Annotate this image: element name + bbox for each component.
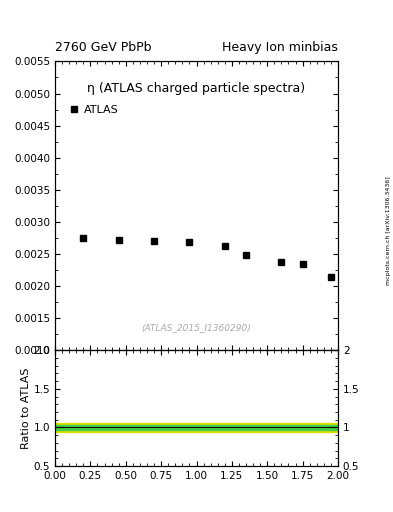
Text: mcplots.cern.ch [arXiv:1306.3436]: mcplots.cern.ch [arXiv:1306.3436] [386,176,391,285]
Y-axis label: Ratio to ATLAS: Ratio to ATLAS [21,368,31,449]
Text: η (ATLAS charged particle spectra): η (ATLAS charged particle spectra) [87,81,306,95]
Text: (ATLAS_2015_I1360290): (ATLAS_2015_I1360290) [141,323,252,332]
Legend: ATLAS: ATLAS [66,102,122,118]
Text: Heavy Ion minbias: Heavy Ion minbias [222,41,338,54]
Text: 2760 GeV PbPb: 2760 GeV PbPb [55,41,152,54]
